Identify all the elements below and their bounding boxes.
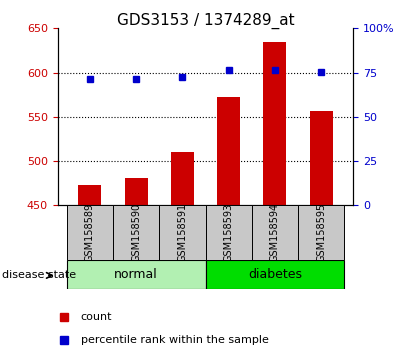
Text: GDS3153 / 1374289_at: GDS3153 / 1374289_at xyxy=(117,12,294,29)
Text: GSM158591: GSM158591 xyxy=(178,203,187,262)
Text: GSM158593: GSM158593 xyxy=(224,203,233,262)
Text: normal: normal xyxy=(114,268,158,281)
Bar xyxy=(171,152,194,205)
Bar xyxy=(263,42,286,205)
Text: GSM158589: GSM158589 xyxy=(85,203,95,262)
Bar xyxy=(252,205,298,260)
Bar xyxy=(67,260,206,289)
Text: percentile rank within the sample: percentile rank within the sample xyxy=(81,335,268,346)
Text: diabetes: diabetes xyxy=(248,268,302,281)
Bar xyxy=(206,260,344,289)
Text: GSM158595: GSM158595 xyxy=(316,203,326,262)
Bar xyxy=(67,205,113,260)
Bar xyxy=(309,110,332,205)
Bar xyxy=(217,97,240,205)
Bar xyxy=(113,205,159,260)
Bar xyxy=(79,185,102,205)
Bar xyxy=(159,205,206,260)
Bar xyxy=(206,205,252,260)
Bar xyxy=(298,205,344,260)
Text: GSM158590: GSM158590 xyxy=(131,203,141,262)
Text: GSM158594: GSM158594 xyxy=(270,203,280,262)
Text: count: count xyxy=(81,312,112,322)
Text: disease state: disease state xyxy=(2,270,76,280)
Bar xyxy=(125,178,148,205)
